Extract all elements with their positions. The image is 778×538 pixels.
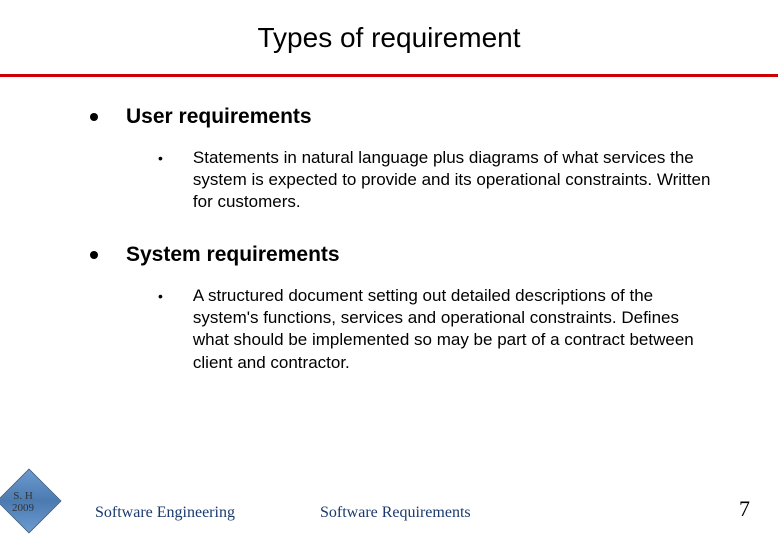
page-number: 7: [739, 496, 750, 522]
logo-text: S. H2009: [12, 490, 34, 514]
section-detail: A structured document setting out detail…: [193, 285, 718, 373]
bullet-small-icon: •: [158, 285, 163, 307]
bullet-dot-icon: [90, 251, 98, 259]
bullet-level1: System requirements: [90, 243, 718, 267]
bullet-level2: • A structured document setting out deta…: [158, 285, 718, 373]
slide-title: Types of requirement: [0, 0, 778, 74]
footer-course: Software Engineering: [95, 504, 235, 522]
section-detail: Statements in natural language plus diag…: [193, 147, 718, 213]
footer-topic: Software Requirements: [320, 504, 471, 522]
section-heading: System requirements: [126, 243, 340, 267]
bullet-level1: User requirements: [90, 105, 718, 129]
slide-body: User requirements • Statements in natura…: [0, 77, 778, 374]
bullet-dot-icon: [90, 113, 98, 121]
slide-footer: Software Engineering Software Requiremen…: [0, 492, 778, 522]
bullet-level2: • Statements in natural language plus di…: [158, 147, 718, 213]
section-heading: User requirements: [126, 105, 312, 129]
bullet-small-icon: •: [158, 147, 163, 169]
